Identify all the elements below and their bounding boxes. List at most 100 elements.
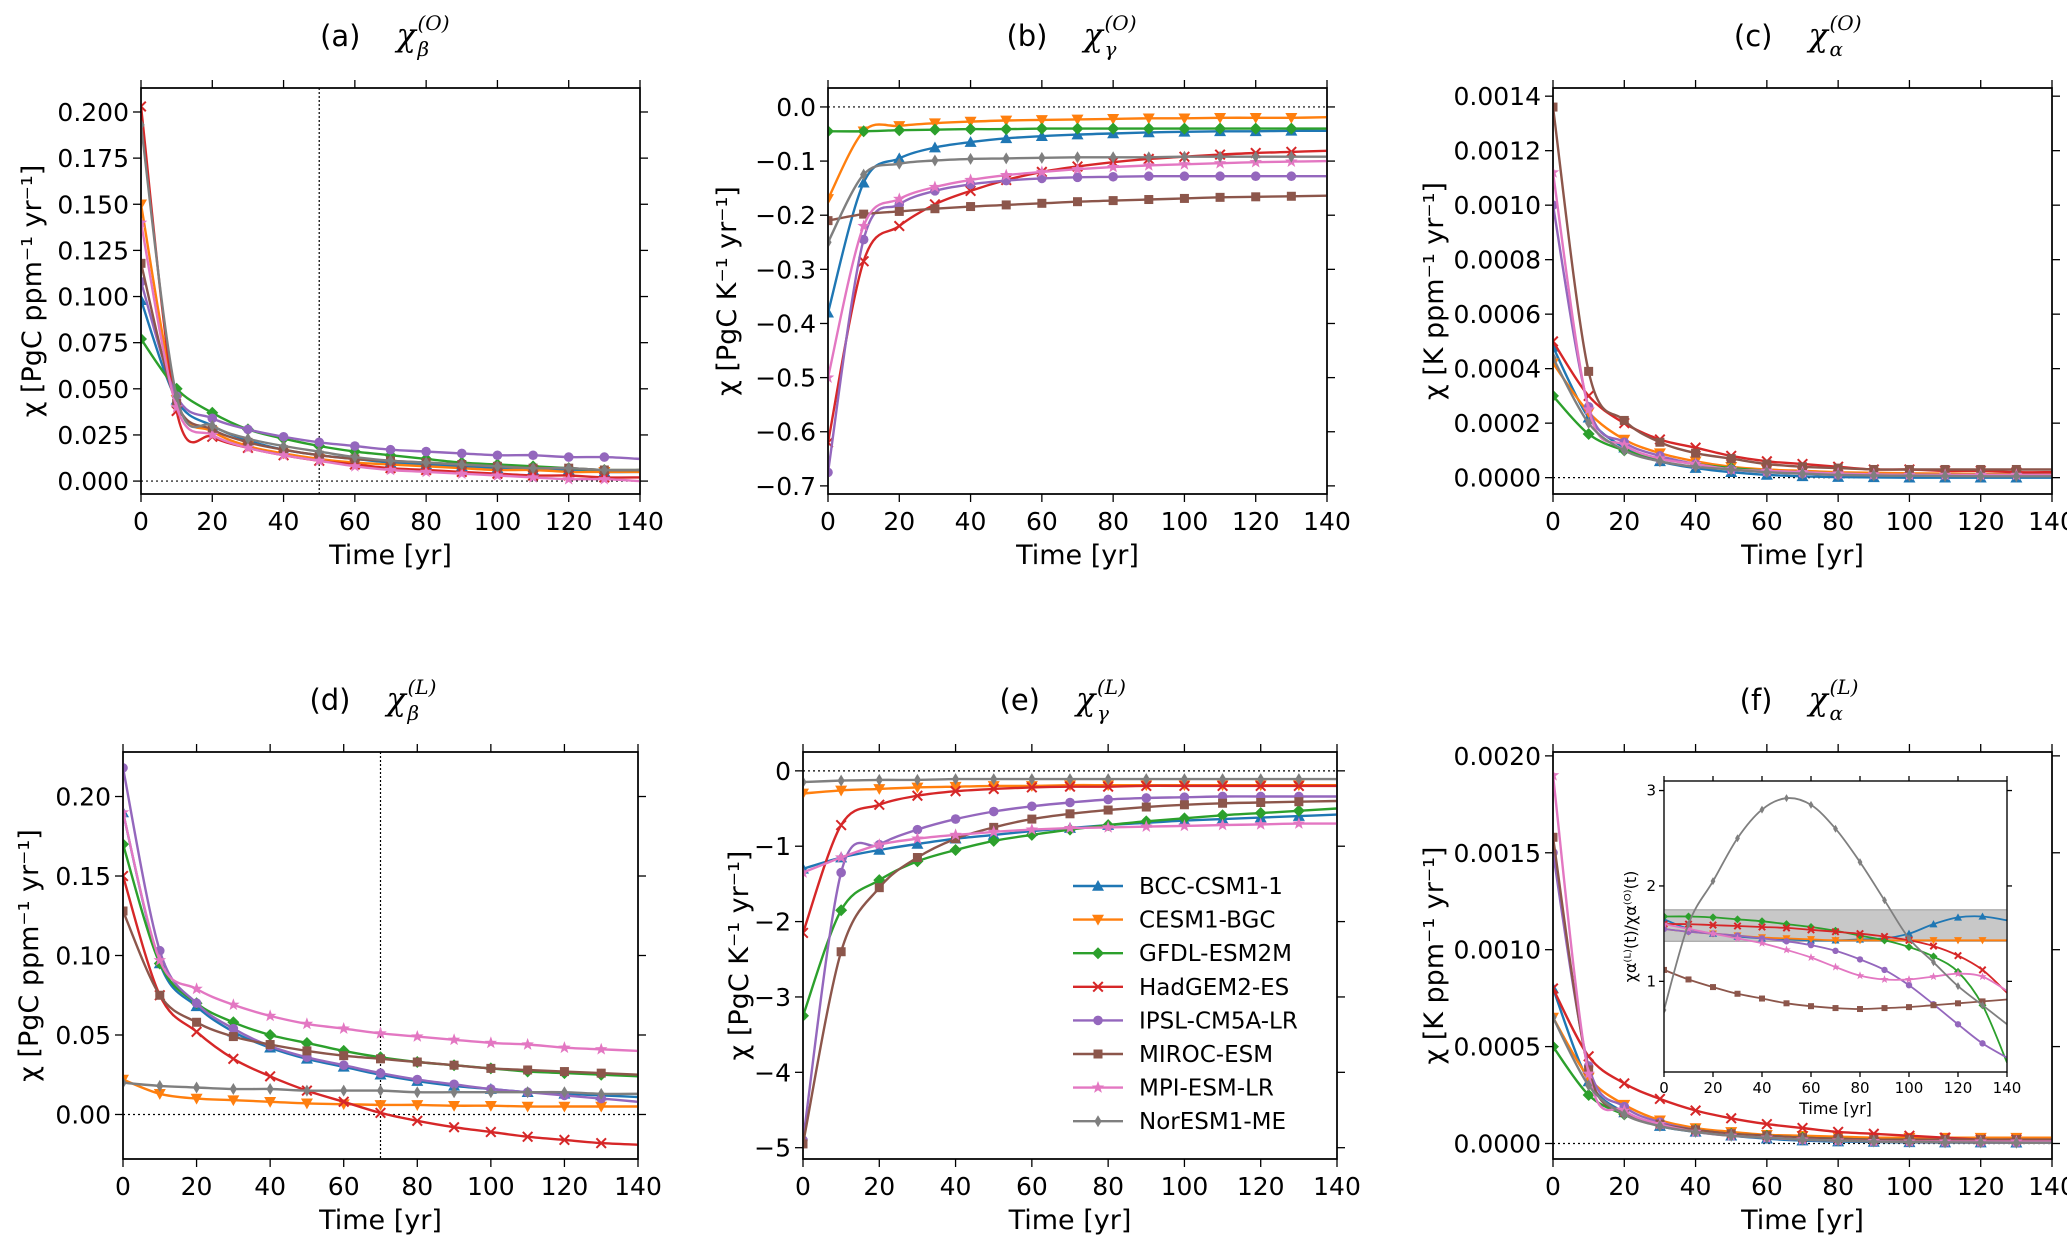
panel-f: 0204060801001201400.00000.00050.00100.00… (1419, 675, 2067, 1236)
point-noresm1-me (913, 773, 922, 786)
point-miroc-esm (894, 206, 904, 216)
x-tick-label: 140 (1303, 507, 1351, 536)
point-hadgem2-es (1553, 335, 1559, 347)
point-ipsl-cm5a-lr (1027, 801, 1037, 812)
point-hadgem2-es (595, 1137, 607, 1149)
point-cesm1-bgc (964, 116, 977, 128)
point-gfdl-esm2m (1709, 913, 1717, 922)
point-noresm1-me (376, 1084, 385, 1097)
point-miroc-esm (1619, 415, 1629, 425)
panel-title-symbol: χ (1807, 680, 1830, 718)
point-ipsl-cm5a-lr (1179, 792, 1190, 803)
x-tick-label: 80 (1822, 507, 1854, 536)
point-miroc-esm (559, 1067, 569, 1077)
point-mpi-esm-lr (1216, 818, 1229, 831)
series-line-hadgem2-es (828, 149, 1327, 443)
point-noresm1-me (1870, 469, 1878, 482)
series-noresm1-me (803, 773, 1337, 789)
point-gfdl-esm2m (1553, 1040, 1559, 1053)
point-ipsl-cm5a-lr (123, 763, 128, 773)
point-cesm1-bgc (1214, 112, 1227, 124)
point-mpi-esm-lr (263, 1009, 277, 1022)
plot-frame-border (802, 751, 1338, 1160)
x-tick-label: 80 (1097, 507, 1129, 536)
y-tick-label: 0.025 (57, 421, 129, 450)
point-hadgem2-es (893, 220, 905, 232)
point-hadgem2-es (1553, 982, 1559, 994)
point-mpi-esm-lr (1071, 162, 1084, 175)
point-mpi-esm-lr (828, 371, 835, 383)
point-miroc-esm (966, 202, 976, 212)
point-gfdl-esm2m (1929, 952, 1938, 961)
point-miroc-esm (951, 834, 961, 844)
panel-title-subscript: β (417, 37, 430, 61)
point-miroc-esm (859, 209, 869, 219)
point-noresm1-me (1553, 1011, 1557, 1024)
y-tick-label: −5 (754, 1134, 791, 1163)
y-axis-label: χ [PgC K⁻¹ yr⁻¹] (712, 186, 743, 396)
point-hadgem2-es (338, 1096, 350, 1108)
point-hadgem2-es (123, 870, 129, 882)
point-mpi-esm-lr (312, 454, 326, 467)
panel-title-symbol: χ (1074, 680, 1097, 718)
point-mpi-esm-lr (803, 866, 810, 878)
point-ipsl-cm5a-lr (1179, 171, 1190, 182)
point-bcc-csm1-1 (1000, 132, 1013, 144)
series-noresm1-me (123, 1076, 638, 1100)
point-noresm1-me (1905, 469, 1914, 482)
legend-label: HadGEM2-ES (1139, 975, 1289, 1001)
point-ipsl-cm5a-lr (1856, 956, 1864, 963)
point-noresm1-me (1710, 877, 1716, 886)
point-mpi-esm-lr (1880, 975, 1889, 983)
y-tick-label: 0.050 (57, 375, 129, 404)
point-cesm1-bgc (1142, 113, 1155, 125)
point-noresm1-me (1977, 1136, 1985, 1149)
point-gfdl-esm2m (1178, 812, 1191, 825)
point-hadgem2-es (988, 783, 1000, 795)
panel-label: (f) (1740, 683, 1773, 717)
point-noresm1-me (1727, 463, 1735, 476)
legend-label: NorESM1-ME (1139, 1109, 1286, 1135)
y-tick-label: 0.175 (57, 144, 129, 173)
point-ipsl-cm5a-lr (1286, 171, 1297, 182)
x-tick-label: 20 (863, 1172, 895, 1201)
point-gfdl-esm2m (1758, 917, 1766, 926)
point-noresm1-me (1808, 800, 1814, 809)
point-hadgem2-es (950, 785, 962, 797)
panel-title-subscript: α (1830, 37, 1844, 61)
series-line-ipsl-cm5a-lr (828, 174, 1327, 473)
point-cesm1-bgc (448, 1100, 461, 1112)
point-miroc-esm (1726, 454, 1736, 464)
point-mpi-esm-lr (348, 459, 362, 472)
point-noresm1-me (1295, 773, 1303, 786)
series-hadgem2-es (803, 780, 1337, 939)
point-noresm1-me (1620, 444, 1628, 457)
point-gfdl-esm2m (264, 1028, 277, 1041)
point-miroc-esm (1734, 990, 1741, 997)
point-noresm1-me (560, 1086, 569, 1099)
x-tick-label: 120 (1957, 507, 2005, 536)
point-mpi-esm-lr (1254, 817, 1267, 830)
point-mpi-esm-lr (1140, 820, 1153, 832)
point-noresm1-me (966, 152, 975, 165)
panel-title-subscript: γ (1097, 701, 1109, 725)
point-miroc-esm (836, 947, 846, 957)
point-cesm1-bgc (1929, 937, 1938, 945)
point-ipsl-cm5a-lr (1783, 938, 1790, 945)
point-noresm1-me (458, 458, 466, 471)
y-tick-label: 0.05 (55, 1021, 111, 1050)
panel-e: 0 20 40 60 80 100 120 140 0 −1 −2 −3 −4 −5 (e) χ (L)γ Tim… (724, 675, 1361, 1236)
point-mpi-esm-lr (491, 468, 504, 481)
point-ipsl-cm5a-lr (1103, 794, 1113, 805)
point-gfdl-esm2m (1582, 1089, 1595, 1102)
point-miroc-esm (912, 853, 922, 863)
point-hadgem2-es (448, 1121, 460, 1133)
point-gfdl-esm2m (1249, 122, 1262, 135)
x-tick-label: 60 (1026, 507, 1058, 536)
x-tick-label: 120 (1237, 1172, 1285, 1201)
y-tick-label: 0.0015 (1454, 839, 1541, 868)
point-gfdl-esm2m (828, 125, 834, 138)
y-tick-label: 0.0000 (1454, 1129, 1541, 1158)
y-tick-label: −0.5 (755, 364, 816, 393)
point-noresm1-me (1691, 1125, 1700, 1138)
